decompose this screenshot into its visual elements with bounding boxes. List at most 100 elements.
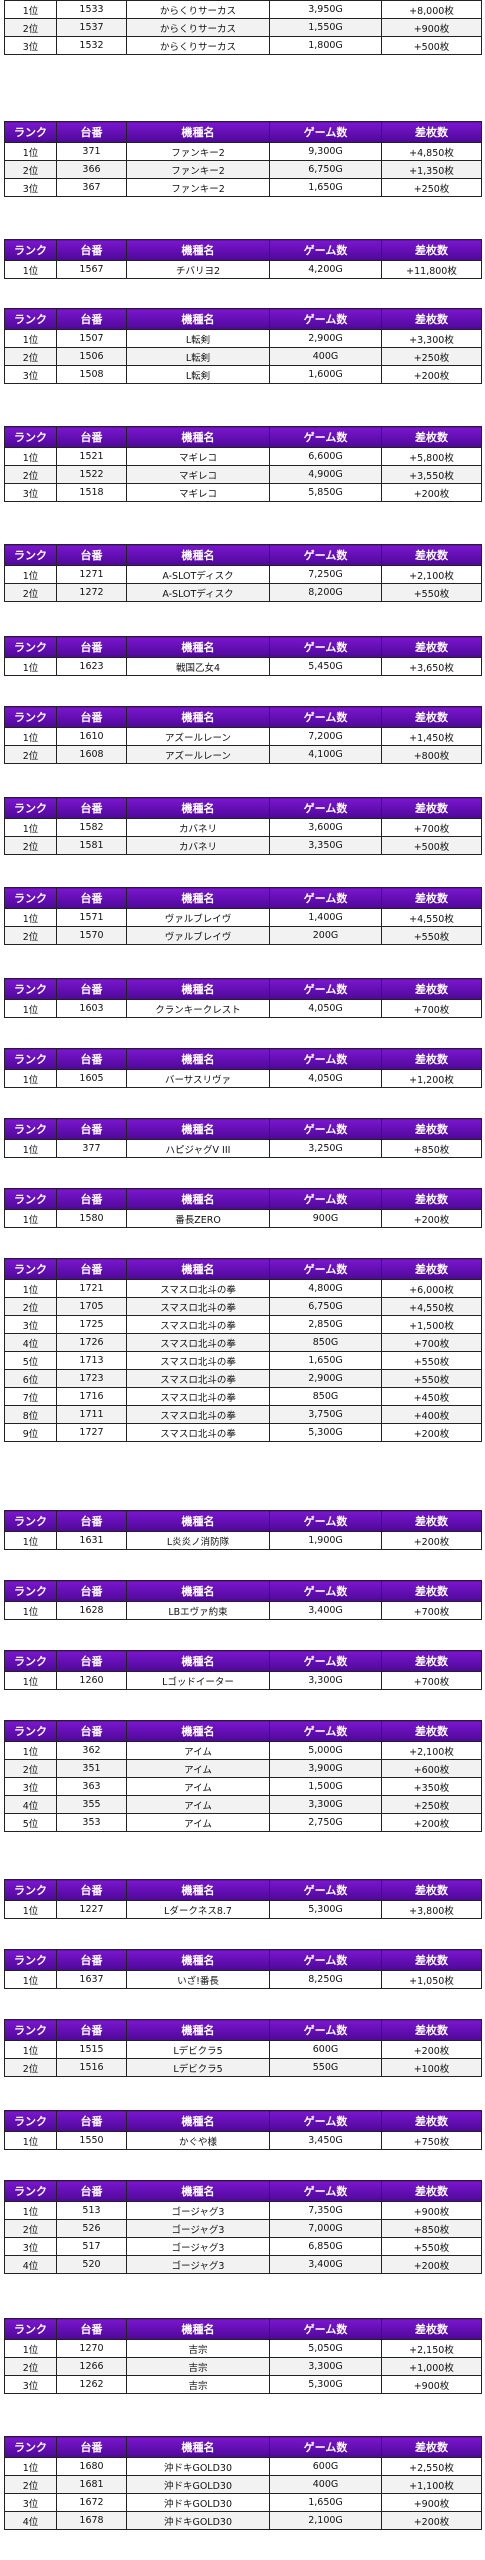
- game-count-cell: 4,200G: [269, 260, 382, 279]
- game-count-cell: 1,900G: [269, 1531, 382, 1550]
- rank-cell: 2位: [4, 2219, 57, 2238]
- column-header: 機種名: [126, 121, 270, 143]
- table-row: 1位 1533 からくりサーカス 3,950G +8,000枚: [4, 0, 482, 19]
- ranking-table: ランク 台番 機種名 ゲーム数 差枚数 1位 1637 いざ!番長 8,250G +1,050枚: [4, 1949, 482, 1989]
- table-row: 3位 1508 L転剣 1,600G +200枚: [4, 365, 482, 384]
- column-header: 差枚数: [381, 1510, 482, 1532]
- table-row: 1位 1623 戦国乙女4 5,450G +3,650枚: [4, 657, 482, 676]
- machine-name-cell: A-SLOTディスク: [126, 565, 270, 584]
- game-count-cell: 850G: [269, 1333, 382, 1352]
- column-header: 台番: [56, 1258, 127, 1280]
- column-header: 差枚数: [381, 544, 482, 566]
- column-header: 差枚数: [381, 706, 482, 728]
- difference-cell: +400枚: [381, 1405, 482, 1424]
- table-row: 5位 1713 スマスロ北斗の拳 1,650G +550枚: [4, 1351, 482, 1370]
- ranking-table: ランク 台番 機種名 ゲーム数 差枚数 1位 1605 バーサスリヴァ 4,050G +1,200…: [4, 1048, 482, 1088]
- rank-cell: 3位: [4, 2237, 57, 2256]
- game-count-cell: 5,450G: [269, 657, 382, 676]
- table-row: 1位 1515 Lデビクラ5 600G +200枚: [4, 2040, 482, 2059]
- column-header: 台番: [56, 1048, 127, 1070]
- game-count-cell: 5,050G: [269, 2339, 382, 2358]
- machine-number-cell: 1637: [56, 1970, 127, 1989]
- column-header: 台番: [56, 308, 127, 330]
- column-header: ランク: [4, 1048, 57, 1070]
- table-row: 7位 1716 スマスロ北斗の拳 850G +450枚: [4, 1387, 482, 1406]
- table-row: 2位 1705 スマスロ北斗の拳 6,750G +4,550枚: [4, 1297, 482, 1316]
- rank-cell: 6位: [4, 1369, 57, 1388]
- difference-cell: +550枚: [381, 1369, 482, 1388]
- difference-cell: +250枚: [381, 347, 482, 366]
- machine-number-cell: 1711: [56, 1405, 127, 1424]
- column-header: 差枚数: [381, 636, 482, 658]
- machine-name-cell: チバリヨ2: [126, 260, 270, 279]
- ranking-table: ランク 台番 機種名 ゲーム数 差枚数 1位 1270 吉宗 5,050G +2,150枚 2位 12…: [4, 2318, 482, 2394]
- machine-name-cell: スマスロ北斗の拳: [126, 1297, 270, 1316]
- machine-number-cell: 1537: [56, 18, 127, 37]
- table-row: 1位 1567 チバリヨ2 4,200G +11,800枚: [4, 260, 482, 279]
- game-count-cell: 7,000G: [269, 2219, 382, 2238]
- machine-number-cell: 1521: [56, 447, 127, 466]
- machine-name-cell: スマスロ北斗の拳: [126, 1279, 270, 1298]
- machine-number-cell: 371: [56, 142, 127, 161]
- table-row: 1位 1680 沖ドキGOLD30 600G +2,550枚: [4, 2457, 482, 2476]
- ranking-table: ランク 台番 機種名 ゲーム数 差枚数 1位 377 ハピジャグV III 3,250G +850…: [4, 1118, 482, 1158]
- machine-name-cell: ファンキー2: [126, 178, 270, 197]
- column-header: 機種名: [126, 1118, 270, 1140]
- column-header: ランク: [4, 1650, 57, 1672]
- machine-name-cell: アイム: [126, 1741, 270, 1760]
- game-count-cell: 400G: [269, 2475, 382, 2494]
- machine-number-cell: 1713: [56, 1351, 127, 1370]
- table-row: 2位 1581 カバネリ 3,350G +500枚: [4, 836, 482, 855]
- column-header: 機種名: [126, 544, 270, 566]
- game-count-cell: 2,850G: [269, 1315, 382, 1334]
- column-header: 機種名: [126, 636, 270, 658]
- ranking-table: ランク 台番 機種名 ゲーム数 差枚数 1位 1507 L転剣 2,900G +3,300枚 2位 1…: [4, 308, 482, 384]
- column-header: ランク: [4, 1510, 57, 1532]
- table-header-row: ランク 台番 機種名 ゲーム数 差枚数: [4, 706, 482, 728]
- column-header: 台番: [56, 1879, 127, 1901]
- ranking-table: ランク 台番 機種名 ゲーム数 差枚数 1位 1623 戦国乙女4 5,450G +3,650枚: [4, 636, 482, 676]
- game-count-cell: 6,750G: [269, 160, 382, 179]
- machine-name-cell: マギレコ: [126, 465, 270, 484]
- column-header: 差枚数: [381, 1188, 482, 1210]
- ranking-table: 1位 1533 からくりサーカス 3,950G +8,000枚 2位 1537 からくりサーカ…: [4, 0, 482, 55]
- rank-cell: 1位: [4, 999, 57, 1018]
- column-header: 台番: [56, 2019, 127, 2041]
- difference-cell: +700枚: [381, 999, 482, 1018]
- column-header: 差枚数: [381, 978, 482, 1000]
- rank-cell: 2位: [4, 18, 57, 37]
- difference-cell: +750枚: [381, 2131, 482, 2150]
- column-header: ランク: [4, 1720, 57, 1742]
- difference-cell: +200枚: [381, 365, 482, 384]
- rank-cell: 5位: [4, 1813, 57, 1832]
- ranking-table: ランク 台番 機種名 ゲーム数 差枚数 1位 1680 沖ドキGOLD30 600G +2,550…: [4, 2436, 482, 2530]
- table-row: 1位 1260 Lゴッドイーター 3,300G +700枚: [4, 1671, 482, 1690]
- column-header: 機種名: [126, 1188, 270, 1210]
- column-header: 差枚数: [381, 426, 482, 448]
- machine-number-cell: 1532: [56, 36, 127, 55]
- difference-cell: +200枚: [381, 1209, 482, 1228]
- column-header: 差枚数: [381, 1048, 482, 1070]
- ranking-table: ランク 台番 機種名 ゲーム数 差枚数 1位 1515 Lデビクラ5 600G +200枚 2位 15…: [4, 2019, 482, 2077]
- machine-number-cell: 1518: [56, 483, 127, 502]
- table-row: 4位 355 アイム 3,300G +250枚: [4, 1795, 482, 1814]
- machine-number-cell: 367: [56, 178, 127, 197]
- machine-name-cell: A-SLOTディスク: [126, 583, 270, 602]
- machine-name-cell: ヴァルブレイヴ: [126, 908, 270, 927]
- table-row: 4位 520 ゴージャグ3 3,400G +200枚: [4, 2255, 482, 2274]
- machine-name-cell: スマスロ北斗の拳: [126, 1333, 270, 1352]
- machine-number-cell: 1610: [56, 727, 127, 746]
- difference-cell: +1,000枚: [381, 2357, 482, 2376]
- column-header: 機種名: [126, 706, 270, 728]
- game-count-cell: 600G: [269, 2040, 382, 2059]
- difference-cell: +100枚: [381, 2058, 482, 2077]
- rank-cell: 1位: [4, 657, 57, 676]
- machine-number-cell: 1705: [56, 1297, 127, 1316]
- game-count-cell: 1,500G: [269, 1777, 382, 1796]
- game-count-cell: 1,650G: [269, 1351, 382, 1370]
- rank-cell: 1位: [4, 2457, 57, 2476]
- ranking-table: ランク 台番 機種名 ゲーム数 差枚数 1位 1610 アズールレーン 7,200G +1,450…: [4, 706, 482, 764]
- difference-cell: +11,800枚: [381, 260, 482, 279]
- rank-cell: 3位: [4, 178, 57, 197]
